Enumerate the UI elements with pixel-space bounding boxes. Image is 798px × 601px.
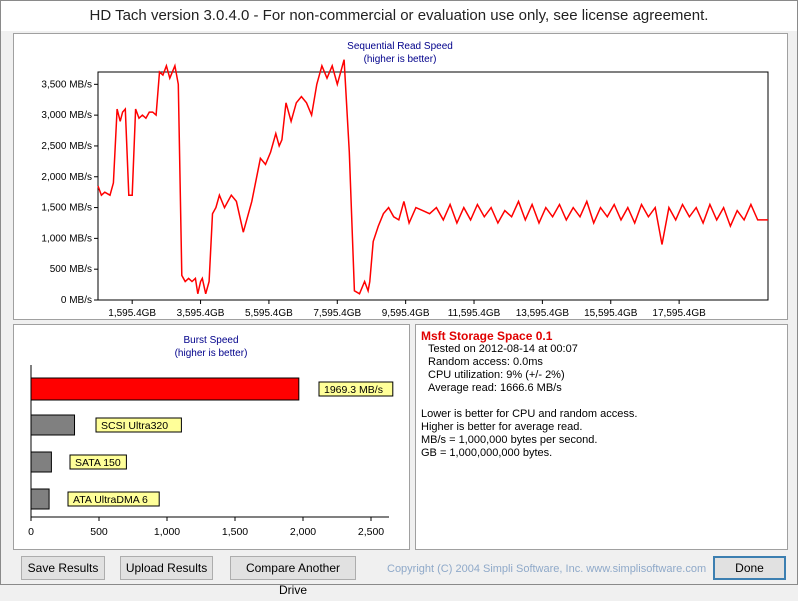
x-tick-label: 7,595.4GB [313,308,361,319]
chart-subtitle: (higher is better) [364,54,437,65]
y-tick-label: 2,500 MB/s [41,141,92,152]
cpu-utilization: CPU utilization: 9% (+/- 2%) [428,369,565,381]
x-tick-label: 13,595.4GB [516,308,570,319]
random-access: Random access: 0.0ms [428,356,543,368]
burst-bar-label: ATA UltraDMA 6 [73,494,148,506]
x-tick-label: 9,595.4GB [382,308,430,319]
y-tick-label: 3,500 MB/s [41,79,92,90]
burst-bar [30,451,52,473]
compare-another-drive-button[interactable]: Compare Another Drive [230,556,356,597]
y-tick-label: 2,000 MB/s [41,172,92,183]
x-tick-label: 2,500 [358,526,384,538]
done-button[interactable]: Done [713,556,786,580]
y-tick-label: 1,000 MB/s [41,233,92,244]
copyright-text: Copyright (C) 2004 Simpli Software, Inc.… [387,563,707,575]
series-line [97,59,768,295]
burst-bar-label-box [318,381,394,397]
upload-results-button[interactable]: Upload Results [120,556,213,580]
x-tick-label: 11,595.4GB [448,308,501,319]
results-info-panel: Msft Storage Space 0.1 Tested on 2012-08… [415,324,788,550]
sequential-read-chart: Sequential Read Speed (higher is better)… [41,41,769,319]
x-tick-label: 17,595.4GB [652,308,706,319]
burst-speed-chart: Burst Speed (higher is better) 1969.3 MB… [28,335,394,538]
chart-subtitle: (higher is better) [175,348,248,359]
x-tick-label: 15,595.4GB [584,308,638,319]
x-tick-label: 2,000 [290,526,316,538]
x-tick-label: 1,595.4GB [108,308,156,319]
y-tick-label: 500 MB/s [50,264,92,275]
note-line: MB/s = 1,000,000 bytes per second. [421,434,598,446]
burst-bar-label: SATA 150 [75,457,121,469]
sequential-read-panel: Sequential Read Speed (higher is better)… [13,33,788,320]
burst-speed-panel: Burst Speed (higher is better) 1969.3 MB… [13,324,410,550]
x-tick-label: 5,595.4GB [245,308,293,319]
note-line: Higher is better for average read. [421,421,583,433]
x-tick-label: 0 [28,526,34,538]
burst-bar-label-box [67,491,160,507]
x-tick-label: 1,000 [154,526,180,538]
x-tick-label: 3,595.4GB [177,308,225,319]
y-tick-label: 3,000 MB/s [41,110,92,121]
save-results-button[interactable]: Save Results [21,556,105,580]
x-tick-label: 1,500 [222,526,248,538]
chart-title: Burst Speed [183,335,238,346]
plot-area [97,71,769,301]
note-line: GB = 1,000,000,000 bytes. [421,447,553,459]
burst-bar-label: 1969.3 MB/s [324,384,383,396]
test-date: Tested on 2012-08-14 at 00:07 [428,343,578,355]
burst-bar-label: SCSI Ultra320 [101,420,168,432]
burst-bar-label-box [69,454,127,470]
average-read: Average read: 1666.6 MB/s [428,382,562,394]
x-tick-label: 500 [90,526,108,538]
chart-title: Sequential Read Speed [347,41,453,52]
y-tick-label: 1,500 MB/s [41,203,92,214]
window-title: HD Tach version 3.0.4.0 - For non-commer… [1,1,797,31]
burst-bar-label-box [95,417,182,433]
y-tick-label: 0 MB/s [61,295,92,306]
burst-bar [30,377,300,401]
drive-name: Msft Storage Space 0.1 [421,329,553,343]
burst-bar [30,414,76,436]
burst-bar [30,488,50,510]
note-line: Lower is better for CPU and random acces… [421,408,638,420]
